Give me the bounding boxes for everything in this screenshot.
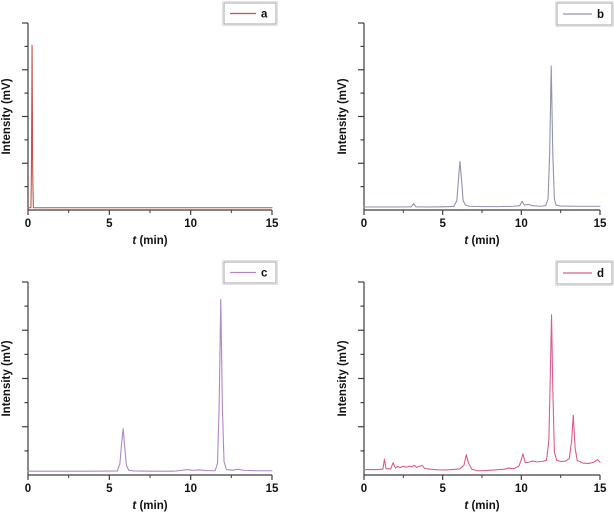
x-tick-label: 10 <box>184 218 197 230</box>
series-line-c <box>27 298 273 472</box>
y-axis-title: Intensity (mV) <box>337 340 349 416</box>
chromatogram-plot-b: 0 5 10 15 t (min) Intensity (mV) b <box>337 1 614 247</box>
legend-d: d <box>555 260 614 286</box>
x-tick-label: 15 <box>266 218 279 230</box>
chromatogram-panel-a: 0 5 10 15 t (min) Intensity (mV) a <box>0 0 307 259</box>
series-line-a <box>27 44 273 209</box>
legend-label: d <box>597 268 604 280</box>
chromatogram-plot-d: 0 5 10 15 t (min) Intensity (mV) d <box>337 260 614 512</box>
x-tick-label: 5 <box>439 483 446 495</box>
x-tick-label: 10 <box>515 218 528 230</box>
y-axis-title: Intensity (mV) <box>337 78 349 154</box>
x-axis-title: t (min) <box>132 500 167 512</box>
x-tick-label: 5 <box>106 483 113 495</box>
x-axis-title: t (min) <box>132 235 167 247</box>
x-tick-label: 10 <box>184 483 197 495</box>
legend-label: c <box>261 268 268 280</box>
legend-c: c <box>222 260 278 285</box>
chromatogram-panel-c: 0 5 10 15 t (min) Intensity (mV) c <box>0 259 307 518</box>
chromatogram-panel-d: 0 5 10 15 t (min) Intensity (mV) d <box>307 259 614 518</box>
chromatogram-plot-c: 0 5 10 15 t (min) Intensity (mV) c <box>1 260 279 512</box>
x-axis-title: t (min) <box>464 235 499 247</box>
legend-label: b <box>597 9 604 21</box>
legend-outer-border <box>222 260 278 285</box>
x-tick-label: 5 <box>106 218 113 230</box>
x-tick-label: 0 <box>25 218 31 230</box>
x-tick-label: 5 <box>439 218 446 230</box>
x-tick-label: 0 <box>361 483 367 495</box>
x-tick-label: 15 <box>594 483 607 495</box>
chromatogram-plot-a: 0 5 10 15 t (min) Intensity (mV) a <box>1 1 279 247</box>
y-axis-title: Intensity (mV) <box>1 340 13 416</box>
legend-label: a <box>261 9 268 21</box>
x-tick-label: 0 <box>361 218 367 230</box>
y-axis-title: Intensity (mV) <box>1 78 13 154</box>
chromatogram-panel-b: 0 5 10 15 t (min) Intensity (mV) b <box>307 0 614 259</box>
series-line-d <box>363 314 601 472</box>
x-tick-label: 10 <box>515 483 528 495</box>
legend-b: b <box>555 1 614 27</box>
series-line-b <box>363 65 601 208</box>
x-tick-label: 15 <box>594 218 607 230</box>
x-tick-label: 0 <box>25 483 31 495</box>
x-tick-label: 15 <box>266 483 279 495</box>
legend-a: a <box>222 1 278 26</box>
legend-outer-border <box>222 1 278 26</box>
x-axis-title: t (min) <box>464 500 499 512</box>
